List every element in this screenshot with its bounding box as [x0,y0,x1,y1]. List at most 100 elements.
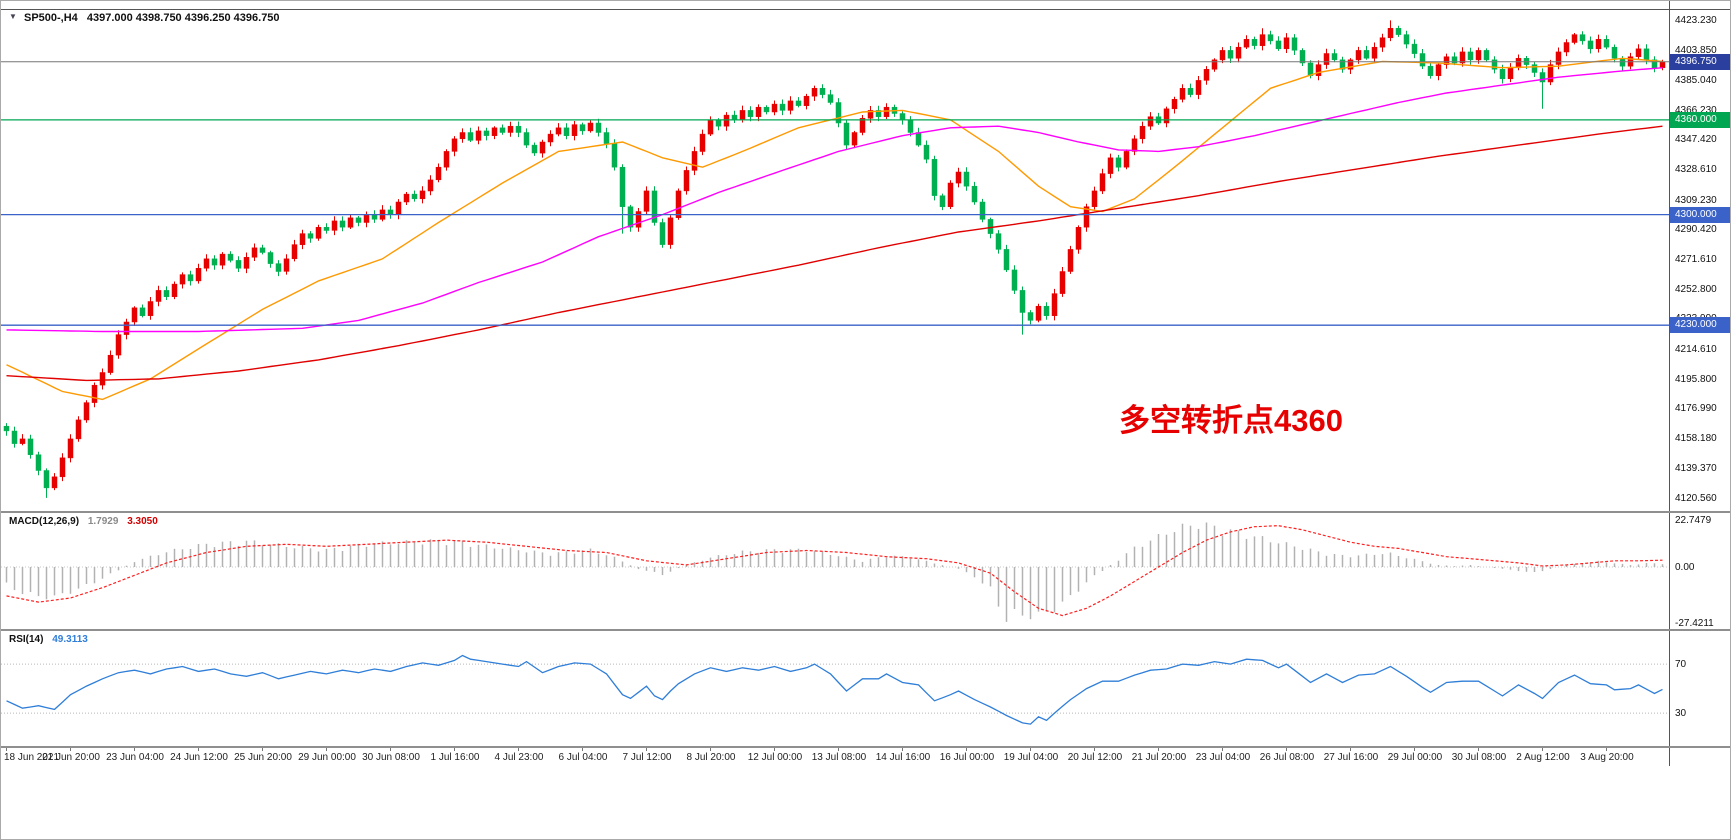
price-axis-label: 4347.420 [1675,134,1717,146]
macd-axis-label: 0.00 [1675,561,1695,573]
time-axis-tick [1350,748,1351,751]
panel-separator-time[interactable] [1,746,1730,748]
time-axis-tick [262,748,263,751]
time-axis-label: 29 Jul 00:00 [1387,752,1443,763]
time-axis-tick [582,748,583,751]
time-axis-tick [1158,748,1159,751]
time-axis-tick [1222,748,1223,751]
time-axis-tick [1478,748,1479,751]
price-axis-label: 4366.230 [1675,104,1717,116]
level-tag-4360: 4360.000 [1670,111,1730,128]
time-axis-tick [774,748,775,751]
time-axis[interactable]: 18 Jun 2021 21 Jun 20:00 23 Jun 04:00 24 Ju… [1,748,1730,766]
time-axis-tick [1030,748,1031,751]
time-axis-label: 24 Jun 12:00 [170,752,228,763]
time-axis-label: 13 Jul 08:00 [811,752,867,763]
price-chart-canvas[interactable] [1,1,1669,511]
price-axis-label: 4176.990 [1675,403,1717,415]
time-axis-label: 26 Jul 08:00 [1259,752,1315,763]
time-axis-tick [390,748,391,751]
time-axis-label: 18 Jun 2021 [4,752,60,763]
price-axis-label: 4214.610 [1675,343,1717,355]
rsi-axis-label: 30 [1675,707,1687,719]
price-axis[interactable]: 4423.230 4403.850 4385.040 4366.230 4347.420… [1669,1,1730,511]
macd-panel[interactable]: MACD(12,26,9) 1.7929 3.3050 22.7479 0.00 -… [1,513,1730,629]
time-axis-label: 21 Jun 20:00 [42,752,100,763]
annotation-text[interactable]: 多空转折点4360 [1119,403,1343,438]
time-axis-tick [6,748,7,751]
price-axis-label: 4271.610 [1675,253,1717,265]
price-axis-label: 4158.180 [1675,433,1717,445]
price-chart-panel[interactable]: ▼ SP500-,H4 4397.000 4398.750 4396.250 4… [1,1,1730,511]
level-tag-4230: 4230.000 [1670,317,1730,334]
time-axis-tick [198,748,199,751]
time-axis-tick [838,748,839,751]
price-axis-label: 4328.610 [1675,163,1717,175]
rsi-label: RSI(14) 49.3113 [9,634,88,645]
time-axis-tick [902,748,903,751]
panel-separator-rsi[interactable] [1,629,1730,631]
panel-separator-macd[interactable] [1,511,1730,513]
price-axis-label: 4139.370 [1675,462,1717,474]
time-axis-label: 25 Jun 20:00 [234,752,292,763]
price-axis-label: 4290.420 [1675,224,1717,236]
chart-legend: ▼ SP500-,H4 4397.000 4398.750 4396.250 4… [9,12,280,24]
symbol-timeframe-label: SP500-,H4 [23,12,78,24]
time-axis-label: 3 Aug 20:00 [1580,752,1634,763]
price-axis-label: 4403.850 [1675,45,1717,57]
time-axis-label: 23 Jul 04:00 [1195,752,1251,763]
rsi-axis-label: 70 [1675,658,1687,670]
rsi-value: 49.3113 [52,634,88,645]
rsi-axis[interactable]: 70 30 [1669,631,1730,746]
time-axis-label: 20 Jul 12:00 [1067,752,1123,763]
macd-axis[interactable]: 22.7479 0.00 -27.4211 [1669,513,1730,629]
rsi-panel[interactable]: RSI(14) 49.3113 70 30 [1,631,1730,746]
ohlc-readout: 4397.000 4398.750 4396.250 4396.750 [86,12,280,24]
time-axis-tick [326,748,327,751]
macd-axis-label: 22.7479 [1675,514,1712,526]
price-axis-border [1669,1,1670,766]
rsi-name: RSI(14) [9,634,44,645]
time-axis-label: 21 Jul 20:00 [1131,752,1187,763]
time-axis-label: 6 Jul 04:00 [558,752,608,763]
level-tag-4300: 4300.000 [1670,206,1730,223]
time-axis-label: 16 Jul 00:00 [939,752,995,763]
bottom-whitespace [1,766,1730,839]
time-axis-label: 23 Jun 04:00 [106,752,164,763]
price-axis-label: 4252.800 [1675,283,1717,295]
time-axis-label: 8 Jul 20:00 [686,752,736,763]
time-axis-tick [518,748,519,751]
chart-top-border [1,9,1730,10]
time-axis-tick [134,748,135,751]
macd-name: MACD(12,26,9) [9,516,80,527]
rsi-canvas[interactable] [1,631,1669,746]
macd-signal-value: 3.3050 [127,516,158,527]
time-axis-label: 27 Jul 16:00 [1323,752,1379,763]
time-axis-tick [1606,748,1607,751]
time-axis-tick [710,748,711,751]
price-axis-label: 4309.230 [1675,194,1717,206]
price-axis-label: 4120.560 [1675,492,1717,504]
time-axis-label: 2 Aug 12:00 [1516,752,1570,763]
time-axis-tick [1542,748,1543,751]
time-axis-label: 7 Jul 12:00 [622,752,672,763]
time-axis-tick [70,748,71,751]
time-axis-tick [966,748,967,751]
time-axis-label: 12 Jul 00:00 [747,752,803,763]
time-axis-label: 4 Jul 23:00 [494,752,544,763]
symbol-icon: ▼ [9,12,17,21]
time-axis-tick [1286,748,1287,751]
time-axis-label: 29 Jun 00:00 [298,752,356,763]
time-axis-label: 1 Jul 16:00 [430,752,480,763]
time-axis-label: 30 Jul 08:00 [1451,752,1507,763]
price-axis-label: 4385.040 [1675,74,1717,86]
bid-price-tag: 4396.750 [1670,53,1730,70]
price-axis-label: 4195.800 [1675,373,1717,385]
macd-canvas[interactable] [1,513,1669,629]
time-axis-label: 19 Jul 04:00 [1003,752,1059,763]
macd-main-value: 1.7929 [87,516,119,527]
time-axis-tick [1414,748,1415,751]
time-axis-label: 14 Jul 16:00 [875,752,931,763]
time-axis-label: 30 Jun 08:00 [362,752,420,763]
